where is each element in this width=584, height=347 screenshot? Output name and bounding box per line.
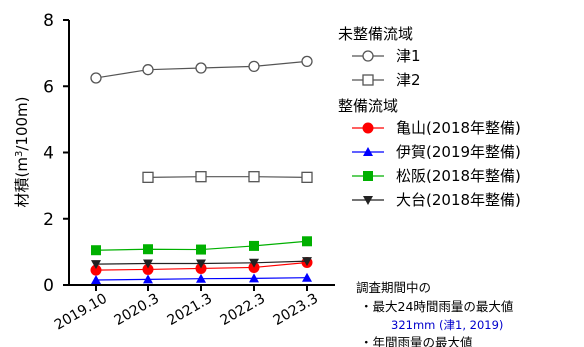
legend-label: 津1	[396, 47, 421, 65]
legend-marker	[363, 147, 373, 156]
series-1-2-point	[302, 236, 312, 247]
y-tick-label: 6	[43, 77, 54, 97]
legend-label: 津2	[396, 71, 421, 89]
y-tick-label: 0	[43, 276, 54, 296]
legend-group-title: 未整備流域	[338, 25, 413, 43]
series-0-0-point	[301, 55, 313, 68]
series-1-3-point	[196, 259, 206, 269]
series-1-3-point	[143, 259, 153, 269]
series-1-2	[91, 236, 312, 256]
x-tick-label: 2023.3	[271, 291, 321, 329]
legend-label: 松阪(2018年整備)	[396, 167, 521, 185]
series-1-2-point	[143, 244, 153, 255]
series-0-1-line	[147, 176, 308, 178]
series-1-2-point	[249, 240, 259, 251]
legend-item: 大台(2018年整備)	[352, 191, 521, 209]
series-0-1-point	[195, 171, 207, 183]
x-tick-label: 2020.3	[112, 291, 162, 329]
legend-label: 伊賀(2019年整備)	[396, 143, 521, 161]
x-tick-label: 2022.3	[218, 291, 268, 329]
x-tick-label: 2021.3	[165, 291, 215, 329]
legend-label: 大台(2018年整備)	[396, 191, 521, 209]
x-ticks: 2019.10 2020.3 2021.3 2022.3 2023.3	[52, 285, 321, 333]
series-1-3-point	[91, 260, 101, 270]
note-line1: ・最大24時間雨量の最大値	[360, 299, 513, 314]
series-1-1	[91, 272, 312, 285]
series-0-0-point	[195, 62, 207, 74]
series-1-1-point	[302, 272, 312, 282]
y-ticks: 0 2 4 6 8	[43, 11, 69, 296]
series-0-1-point	[142, 171, 154, 183]
series-0-0-point	[142, 64, 154, 76]
series-0-1	[142, 171, 313, 183]
series-0-1-point	[248, 171, 260, 183]
series-1-1-point	[91, 275, 101, 285]
legend-marker	[362, 50, 374, 62]
plot-area: 0 2 4 6 8 2019.10 2020.3 2021.3 2022.3 2023.3	[43, 11, 335, 333]
legend-label: 亀山(2018年整備)	[396, 119, 521, 137]
series-0-0-point	[90, 72, 102, 84]
legend-marker	[362, 74, 374, 86]
x-tick-label: 2019.10	[52, 291, 110, 334]
series-1-3-point	[302, 257, 312, 267]
y-tick-label: 2	[43, 210, 54, 230]
y-tick-label: 8	[43, 11, 54, 31]
note-line1-value: 321mm (津1, 2019)	[391, 318, 503, 332]
legend-item: 亀山(2018年整備)	[352, 119, 521, 137]
series-layer	[90, 55, 313, 285]
y-tick-label: 4	[43, 144, 54, 164]
legend-group-title: 整備流域	[338, 97, 398, 115]
series-0-1-point	[301, 171, 313, 183]
note-line2: ・年間雨量の最大値	[360, 335, 473, 347]
series-1-1-point	[143, 274, 153, 284]
series-1-2-point	[196, 244, 206, 255]
rainfall-note: 調査期間中の ・最大24時間雨量の最大値 321mm (津1, 2019) ・年…	[356, 280, 513, 347]
note-heading: 調査期間中の	[356, 280, 431, 295]
series-0-0	[90, 55, 313, 84]
y-axis-label: 材積(m3/100m)	[13, 97, 31, 208]
legend-item: 津1	[352, 47, 421, 65]
series-1-1-point	[196, 273, 206, 283]
legend-marker	[362, 122, 374, 134]
legend-marker	[363, 196, 373, 205]
series-1-1-point	[249, 273, 259, 283]
legend-item: 松阪(2018年整備)	[352, 167, 521, 185]
series-0-0-point	[248, 60, 260, 73]
legend-item: 津2	[352, 71, 421, 89]
series-1-3	[91, 257, 312, 270]
legend-item: 伊賀(2019年整備)	[352, 143, 521, 161]
series-1-2-point	[91, 245, 101, 256]
legend-marker	[363, 171, 373, 181]
series-1-3-point	[249, 258, 259, 268]
